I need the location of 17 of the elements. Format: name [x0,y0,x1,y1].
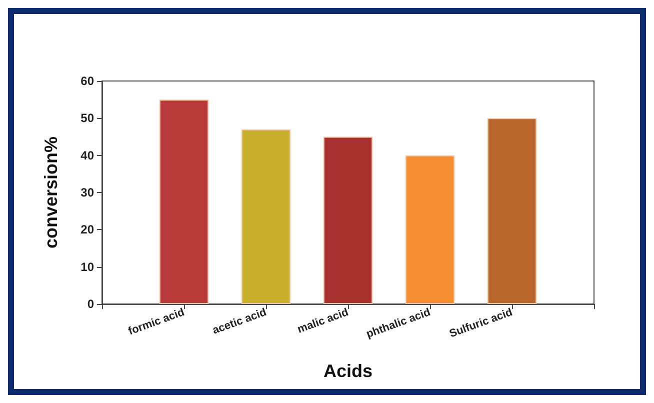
y-tick-label: 20 [80,222,94,237]
x-axis-title: Acids [323,361,373,381]
x-tick-label: malic acid [296,306,350,336]
bar [405,155,455,304]
x-tick-label: formic acid [126,306,186,338]
y-tick-label: 50 [80,111,94,126]
bar [323,136,373,304]
bar [159,100,209,304]
y-tick-label: 40 [80,148,94,162]
y-tick-label: 0 [87,297,94,311]
bar [241,129,291,304]
y-tick-label: 60 [80,74,94,88]
bar [487,118,537,304]
y-tick-label: 30 [80,186,94,200]
y-tick-label: 10 [80,260,94,274]
x-tick-label: acetic acid [211,306,268,337]
y-axis-title: conversion% [41,136,61,249]
